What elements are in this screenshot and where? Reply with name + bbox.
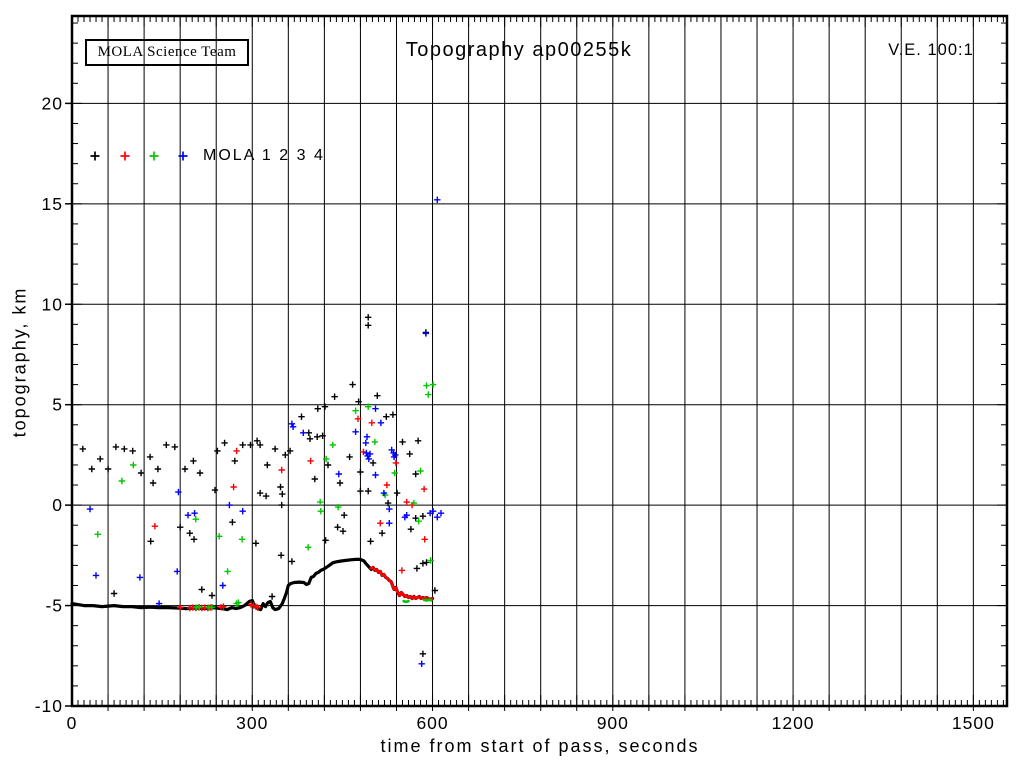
legend-plus-marker — [90, 151, 100, 161]
legend-label: MOLA 1 2 3 4 — [203, 147, 325, 164]
scatter-series-mola-4 — [86, 196, 445, 667]
y-tick-label: 0 — [52, 495, 63, 515]
legend-plus-marker — [120, 151, 130, 161]
plot-frame — [70, 14, 1009, 708]
y-tick-labels: 20 15 10 5 0 -5 -10 — [35, 93, 63, 716]
profile-overlay-segment — [369, 566, 434, 601]
x-tick-label: 300 — [236, 713, 268, 733]
legend-plus-marker — [178, 151, 188, 161]
legend-plus-marker — [149, 151, 159, 161]
x-tick-label: 600 — [416, 713, 448, 733]
profile-overlay-segment — [402, 599, 410, 604]
plot-title: Topography ap00255k — [405, 39, 633, 61]
mola-science-team-label: MOLA Science Team — [85, 39, 249, 66]
y-tick-label: 20 — [42, 93, 63, 113]
y-axis-title: topography, km — [9, 286, 30, 438]
profile-overlay-segment — [422, 598, 433, 602]
y-tick-label: 10 — [42, 294, 63, 314]
y-tick-label: -5 — [45, 596, 63, 616]
x-tick-label: 900 — [597, 713, 629, 733]
y-tick-label: -10 — [35, 696, 63, 716]
x-tick-label: 1200 — [772, 713, 815, 733]
x-tick-label: 0 — [67, 713, 78, 733]
y-ticks — [65, 22, 1007, 707]
y-tick-label: 5 — [52, 395, 63, 415]
x-gridlines — [107, 16, 974, 706]
scatter-series-mola-3 — [94, 381, 437, 611]
scatter-series-mola-1 — [79, 314, 439, 657]
x-axis-title: time from start of pass, seconds — [380, 736, 700, 756]
vertical-exaggeration-label: V.E. 100:1 — [888, 41, 974, 59]
x-tick-label: 1500 — [952, 713, 995, 733]
legend-markers — [90, 151, 188, 161]
y-gridlines — [72, 102, 1007, 607]
scatter-series-mola-2 — [151, 415, 428, 612]
y-tick-label: 15 — [42, 194, 63, 214]
x-tick-labels: 0 300 600 900 1200 1500 — [67, 713, 995, 733]
